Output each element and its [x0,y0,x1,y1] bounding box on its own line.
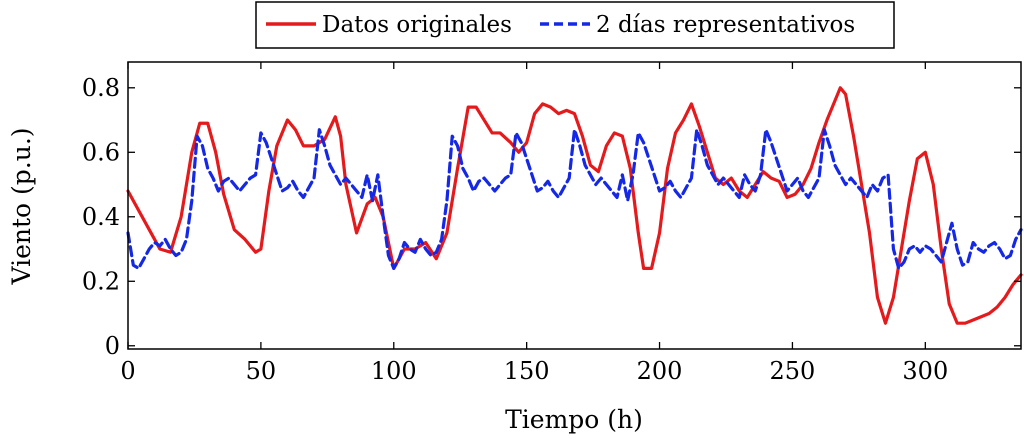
y-tick-label: 0.2 [82,267,120,295]
y-tick-label: 0.4 [82,203,120,231]
x-tick-label: 50 [246,357,277,385]
series-layer [126,86,1023,325]
legend-label-representative: 2 días representativos [596,12,855,38]
plot-frame [127,61,1022,350]
series-line-representative [126,128,1023,270]
legend-label-original: Datos originales [322,12,512,38]
y-axis-title: Viento (p.u.) [7,127,36,285]
x-tick-label: 100 [371,357,417,385]
y-tick-label: 0 [105,332,120,360]
x-axis-title: Tiempo (h) [505,405,643,434]
x-tick-label: 150 [504,357,550,385]
x-tick-label: 0 [120,357,135,385]
series-line-original [126,86,1023,325]
plot-area: 0 50 100 150 200 250 300 0 0.2 0.4 0.6 0.8 [82,61,1023,385]
y-axis-ticks: 0 0.2 0.4 0.6 0.8 [82,74,1021,360]
x-tick-label: 300 [902,357,948,385]
x-tick-label: 200 [637,357,683,385]
y-tick-label: 0.8 [82,74,120,102]
x-axis-ticks: 0 50 100 150 200 250 300 [120,62,948,385]
legend: Datos originales 2 días representativos [255,1,895,49]
x-tick-label: 250 [770,357,816,385]
y-tick-label: 0.6 [82,138,120,166]
